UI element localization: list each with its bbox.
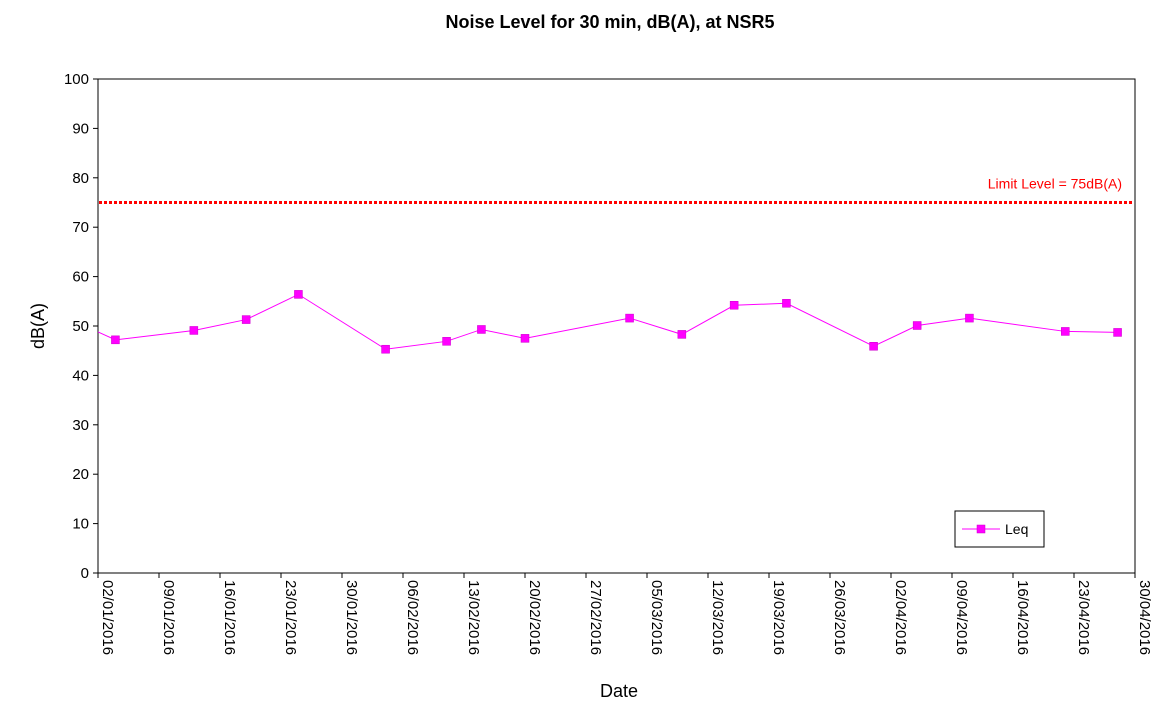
x-tick-label: 05/03/2016 <box>648 580 665 655</box>
x-axis: 02/01/2016 09/01/2016 16/01/2016 23/01/2016… <box>97 573 1153 655</box>
x-tick-label: 23/04/2016 <box>1075 580 1092 655</box>
y-tick-label: 10 <box>72 516 89 533</box>
data-point <box>1061 327 1070 336</box>
data-point <box>869 342 878 351</box>
y-tick-label: 60 <box>72 269 89 286</box>
x-tick-label: 30/04/2016 <box>1136 580 1153 655</box>
limit-level-line-group: Limit Level = 75dB(A) <box>99 176 1134 204</box>
data-point <box>381 344 390 354</box>
x-tick-label: 06/02/2016 <box>404 580 421 655</box>
y-tick-label: 100 <box>64 71 89 88</box>
data-point <box>189 326 199 335</box>
data-point <box>442 337 451 346</box>
data-point <box>965 313 974 323</box>
x-tick-label: 30/01/2016 <box>343 580 360 655</box>
data-point <box>782 299 791 308</box>
x-tick-label: 13/02/2016 <box>465 580 482 655</box>
data-point <box>111 335 120 345</box>
data-point <box>1113 328 1122 337</box>
chart-title: Noise Level for 30 min, dB(A), at NSR5 <box>445 12 774 32</box>
limit-level-label: Limit Level = 75dB(A) <box>988 176 1122 192</box>
series-group <box>97 290 1122 354</box>
y-tick-label: 0 <box>81 565 89 582</box>
x-tick-label: 26/03/2016 <box>831 580 848 655</box>
data-point <box>912 321 922 330</box>
data-point <box>625 313 634 323</box>
legend-marker-leq <box>976 524 986 534</box>
data-point <box>294 290 303 299</box>
plot-area <box>97 78 1136 574</box>
x-tick-label: 16/01/2016 <box>221 580 238 655</box>
x-tick-label: 02/04/2016 <box>892 580 909 655</box>
y-tick-label: 90 <box>72 120 89 137</box>
y-axis: 0 10 20 30 40 50 60 70 80 90 100 <box>64 71 98 582</box>
data-point <box>729 301 739 310</box>
data-point <box>677 330 687 339</box>
data-point <box>241 315 251 324</box>
x-tick-label: 09/01/2016 <box>160 580 177 655</box>
y-tick-label: 30 <box>72 417 89 434</box>
x-tick-label: 27/02/2016 <box>587 580 604 655</box>
x-tick-label: 23/01/2016 <box>282 580 299 655</box>
data-point <box>520 334 530 343</box>
y-tick-label: 70 <box>72 219 89 236</box>
x-tick-label: 19/03/2016 <box>770 580 787 655</box>
x-axis-title: Date <box>600 681 638 701</box>
x-tick-label: 09/04/2016 <box>953 580 970 655</box>
series-line-leq <box>97 293 1118 350</box>
x-tick-label: 16/04/2016 <box>1014 580 1031 655</box>
y-tick-label: 50 <box>72 318 89 335</box>
x-tick-label: 12/03/2016 <box>709 580 726 655</box>
y-tick-label: 40 <box>72 367 89 384</box>
y-axis-title: dB(A) <box>28 303 48 349</box>
y-tick-label: 20 <box>72 466 89 483</box>
x-tick-label: 20/02/2016 <box>526 580 543 655</box>
x-tick-label: 02/01/2016 <box>99 580 116 655</box>
legend: Leq <box>954 510 1045 548</box>
y-tick-label: 80 <box>72 170 89 187</box>
legend-label-leq: Leq <box>1005 521 1028 537</box>
data-point <box>477 325 486 334</box>
